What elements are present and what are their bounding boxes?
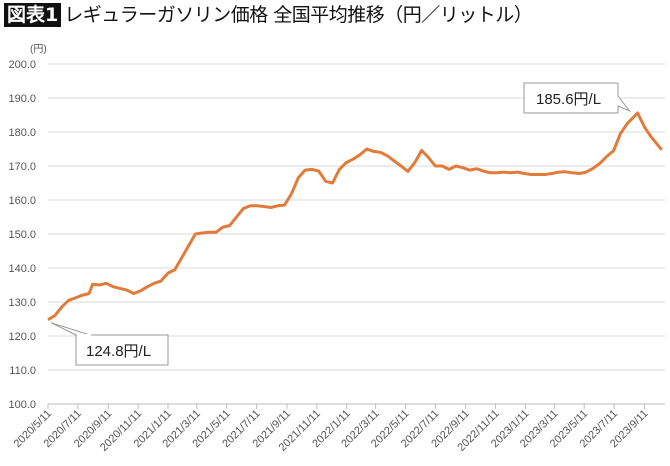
- y-tick-label: 160.0: [8, 195, 36, 207]
- y-axis-unit: (円): [30, 44, 47, 55]
- y-tick-label: 180.0: [8, 127, 36, 139]
- y-tick-label: 120.0: [8, 331, 36, 343]
- y-tick-label: 200.0: [8, 59, 36, 71]
- figure-badge: 図表1: [4, 3, 62, 27]
- y-tick-label: 140.0: [8, 263, 36, 275]
- y-tick-label: 110.0: [9, 365, 36, 377]
- callout-start-label: 124.8円/L: [86, 343, 151, 360]
- y-tick-label: 170.0: [8, 161, 36, 173]
- y-tick-label: 150.0: [8, 229, 36, 241]
- callout-peak-box: [523, 82, 632, 114]
- y-tick-label: 100.0: [8, 399, 36, 411]
- title-text: レギュラーガソリン価格 全国平均推移（円／リットル）: [64, 4, 533, 26]
- callout-gap: [77, 334, 91, 337]
- y-tick-label: 130.0: [8, 297, 36, 309]
- price-line: [47, 111, 663, 321]
- callout-peak-label: 185.6円/L: [536, 91, 601, 108]
- y-tick-label: 190.0: [8, 93, 36, 105]
- chart-title: 図表1 レギュラーガソリン価格 全国平均推移（円／リットル）: [4, 3, 533, 27]
